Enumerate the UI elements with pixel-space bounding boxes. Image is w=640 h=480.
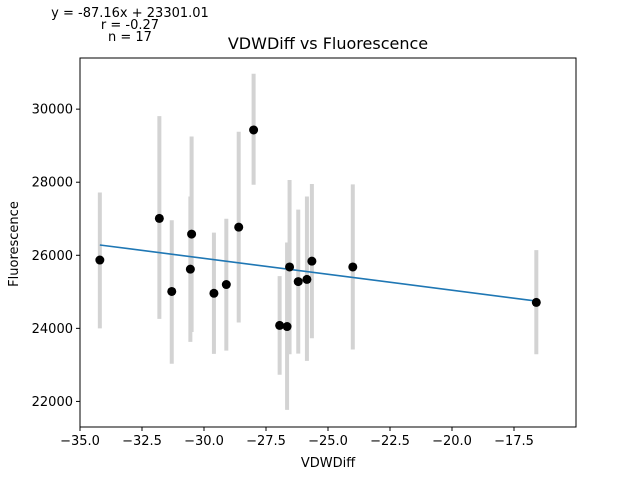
x-tick-label: −25.0 <box>308 434 348 449</box>
chart-title: VDWDiff vs Fluorescence <box>228 34 428 53</box>
data-point <box>348 262 358 272</box>
data-point <box>234 222 244 232</box>
correlation-coefficient: r = -0.27 <box>101 18 159 33</box>
data-point <box>209 288 219 298</box>
data-point <box>221 280 231 290</box>
x-tick-label: −30.0 <box>184 434 224 449</box>
y-tick-label: 26000 <box>32 249 73 264</box>
x-tick-label: −17.5 <box>494 434 534 449</box>
regression-stats: y = -87.16x + 23301.01 r = -0.27 n = 17 <box>51 6 209 45</box>
data-point <box>154 213 164 223</box>
regression-equation: y = -87.16x + 23301.01 <box>51 6 209 21</box>
x-tick-label: −20.0 <box>432 434 472 449</box>
sample-size: n = 17 <box>108 30 152 45</box>
plot-frame <box>79 57 577 428</box>
x-tick-label: −22.5 <box>370 434 410 449</box>
x-tick-label: −27.5 <box>246 434 286 449</box>
x-tick-label: −35.0 <box>60 434 100 449</box>
data-point <box>167 286 177 296</box>
data-point <box>275 320 285 330</box>
data-point <box>282 322 292 332</box>
data-point <box>293 277 303 287</box>
data-point <box>285 262 295 272</box>
regression-line <box>99 244 537 302</box>
y-axis-label: Fluorescence <box>7 201 22 287</box>
data-point <box>302 274 312 284</box>
plot-area: −35.0 −32.5 −30.0 −27.5 −25.0 −22.5 −20.0 −17.5… <box>32 57 577 449</box>
x-tick-label: −32.5 <box>122 434 162 449</box>
data-point <box>95 255 105 265</box>
y-tick-label: 24000 <box>32 322 73 337</box>
data-point <box>187 229 197 239</box>
y-tick-label: 28000 <box>32 176 73 191</box>
y-tick-label: 22000 <box>32 395 73 410</box>
data-point <box>307 256 317 266</box>
data-point <box>185 264 195 274</box>
y-tick-label: 30000 <box>32 103 73 118</box>
x-axis-label: VDWDiff <box>301 456 356 471</box>
data-point <box>531 297 541 307</box>
data-point <box>249 125 259 135</box>
